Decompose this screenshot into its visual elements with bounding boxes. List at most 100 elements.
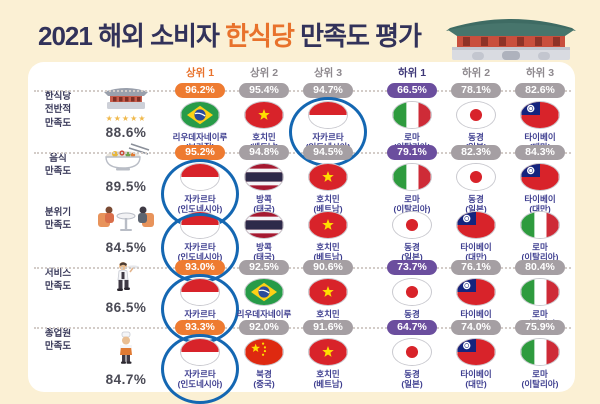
city-name: 북경 [256,369,272,379]
star-rating: ★★★★★ [105,114,147,123]
column-header-5: 하위 2 [461,66,491,79]
rank-cell: 96.2%리우데자네이루(브라질) [168,82,232,152]
city-name: 호치민 [316,309,340,319]
rank-cell: 92.5%리우데자네이루(브라질) [232,259,296,329]
row-cells: 96.2%리우데자네이루(브라질)95.4%호치민(베트남)94.7%자카르타(… [168,82,573,167]
indonesia-flag-icon [180,278,220,306]
city-name: 호치민 [316,369,340,379]
title-highlight: 한식당 [225,21,295,51]
page-header: 2021 해외 소비자 한식당 만족도 평가 [0,0,600,60]
table-row: 종업원 만족도 84.7% 93.3% 자카르타 (인도네시아) 92.0% 북경 (중국) 9… [32,319,573,404]
vietnam-flag-icon [308,278,348,306]
row-cells: 95.2% 자카르타 (인도네시아) 94.8% 방콕 (태국) 94.5% 호치민 (베트남)… [161,144,573,229]
brazil-flag-icon [180,101,220,129]
rank-cell: 호치민 (베트남) [296,198,360,262]
vietnam-flag-icon [308,163,348,191]
percentage-badge: 79.1% [387,145,437,160]
italy-flag-icon [392,101,432,129]
city-name: 동경 [404,242,420,252]
rank-cell: 74.0% 타이베이 (대만) [444,319,508,391]
city-name: 호치민 [316,242,340,252]
city-name: 동경 [404,369,420,379]
percentage-badge: 90.6% [303,260,353,275]
percentage-badge: 92.0% [239,320,289,335]
row-cells: 자카르타 (인도네시아) 방콕 (태국) 호치민 (베트남) 동경 (일본) 타이베이 (대만) 로… [161,198,573,283]
table-row: 분위기 만족도 84.5% 자카르타 (인도네시아) 방콕 (태국) 호치민 (베트남) 동경(… [32,198,573,283]
city-name: 로마 [404,194,420,204]
city-name: 로마 [404,132,420,142]
country-name: (이탈리아) [393,204,431,215]
table-row: 한식당 전반적 만족도★★★★★88.6%96.2%리우데자네이루(브라질)95… [32,82,573,167]
column-header-1: 상위 1 [185,66,215,79]
italy-flag-icon [392,163,432,191]
rank-cell: 93.3% 자카르타 (인도네시아) [161,319,239,404]
food-bowl-icon [101,142,151,177]
rank-cell: 73.7%동경(일본) [380,259,444,329]
waiter-icon [109,259,143,298]
percentage-badge: 92.5% [239,260,289,275]
percentage-badge: 95.4% [239,83,289,98]
row-icon-column: 84.7% [84,319,168,391]
row-overall-score: 86.5% [105,300,147,315]
indonesia-flag-icon [180,338,220,366]
rank-cell: 78.1%동경(일본) [444,82,508,152]
percentage-badge: 91.6% [303,320,353,335]
rank-cell: 80.4%로마(이탈리아) [508,259,572,329]
percentage-badge: 94.5% [303,145,353,160]
rank-cell: 76.1%타이베이(대만) [444,259,508,329]
japan-flag-icon [392,338,432,366]
row-category-label: 분위기 만족도 [44,207,72,232]
city-name: 동경 [404,309,420,319]
country-name: (인도네시아) [177,204,223,215]
column-headers: 상위 1 상위 2 상위 3 하위 1 하위 2 하위 3 [168,62,573,82]
city-name: 타이베이 [460,369,492,379]
city-name: 자카르타 [184,369,216,379]
city-name: 로마 [532,242,548,252]
hanok-gate-icon [100,83,152,114]
city-name: 호치민 [316,194,340,204]
rank-cell: 94.7%자카르타(인도네시아) [289,82,367,167]
rank-cell: 93.0%자카르타(인도네시아) [161,259,239,344]
rank-cell: 타이베이 (대만) [444,198,508,262]
row-category-label: 종업원 만족도 [44,328,72,353]
row-overall-score: 89.5% [105,179,147,194]
country-name: (일본) [401,379,423,390]
row-cells: 93.0%자카르타(인도네시아)92.5%리우데자네이루(브라질) 90.6% 호치… [161,259,573,344]
percentage-badge: 82.6% [515,83,565,98]
country-name: (일본) [401,252,423,263]
rank-cell: 91.6% 호치민 (베트남) [296,319,360,391]
city-name: 자카르타 [312,132,344,142]
percentage-badge: 75.9% [515,320,565,335]
city-name: 타이베이 [524,194,556,204]
rank-cell: 84.3% 타이베이 (대만) [508,144,572,214]
country-name: (인도네시아) [177,252,223,263]
table-row: 음식 만족도 89.5% 95.2% 자카르타 (인도네시아) 94.8% 방콕 (태국) 94… [32,142,573,229]
city-name: 로마 [532,309,548,319]
taiwan-flag-icon [520,163,560,191]
rank-cell: 79.1% 로마 (이탈리아) [380,144,444,214]
percentage-badge: 96.2% [175,83,225,98]
japan-flag-icon [456,101,496,129]
row-overall-score: 84.7% [105,372,147,387]
rank-cell: 95.4%호치민(베트남) [232,82,296,152]
table-row: 서비스 만족도86.5%93.0%자카르타(인도네시아)92.5%리우데자네이루… [32,259,573,344]
palace-gate-icon [436,8,586,60]
taiwan-flag-icon [456,278,496,306]
rank-cell: 64.7% 동경 (일본) [380,319,444,391]
city-name: 방콕 [256,242,272,252]
percentage-badge: 94.8% [239,145,289,160]
country-name: (태국) [253,252,275,263]
japan-flag-icon [456,163,496,191]
italy-flag-icon [520,278,560,306]
table-rows: 한식당 전반적 만족도★★★★★88.6%96.2%리우데자네이루(브라질)95… [32,82,573,404]
city-name: 호치민 [252,132,276,142]
percentage-badge: 64.7% [387,320,437,335]
column-header-4: 하위 1 [397,66,427,79]
title-prefix: 2021 해외 소비자 [38,21,226,51]
indonesia-flag-icon [180,163,220,191]
city-name: 타이베이 [460,242,492,252]
vietnam-flag-icon [308,211,348,239]
taiwan-flag-icon [456,338,496,366]
rank-cell: 66.5%로마(이탈리아) [380,82,444,152]
indonesia-flag-icon [308,101,348,129]
